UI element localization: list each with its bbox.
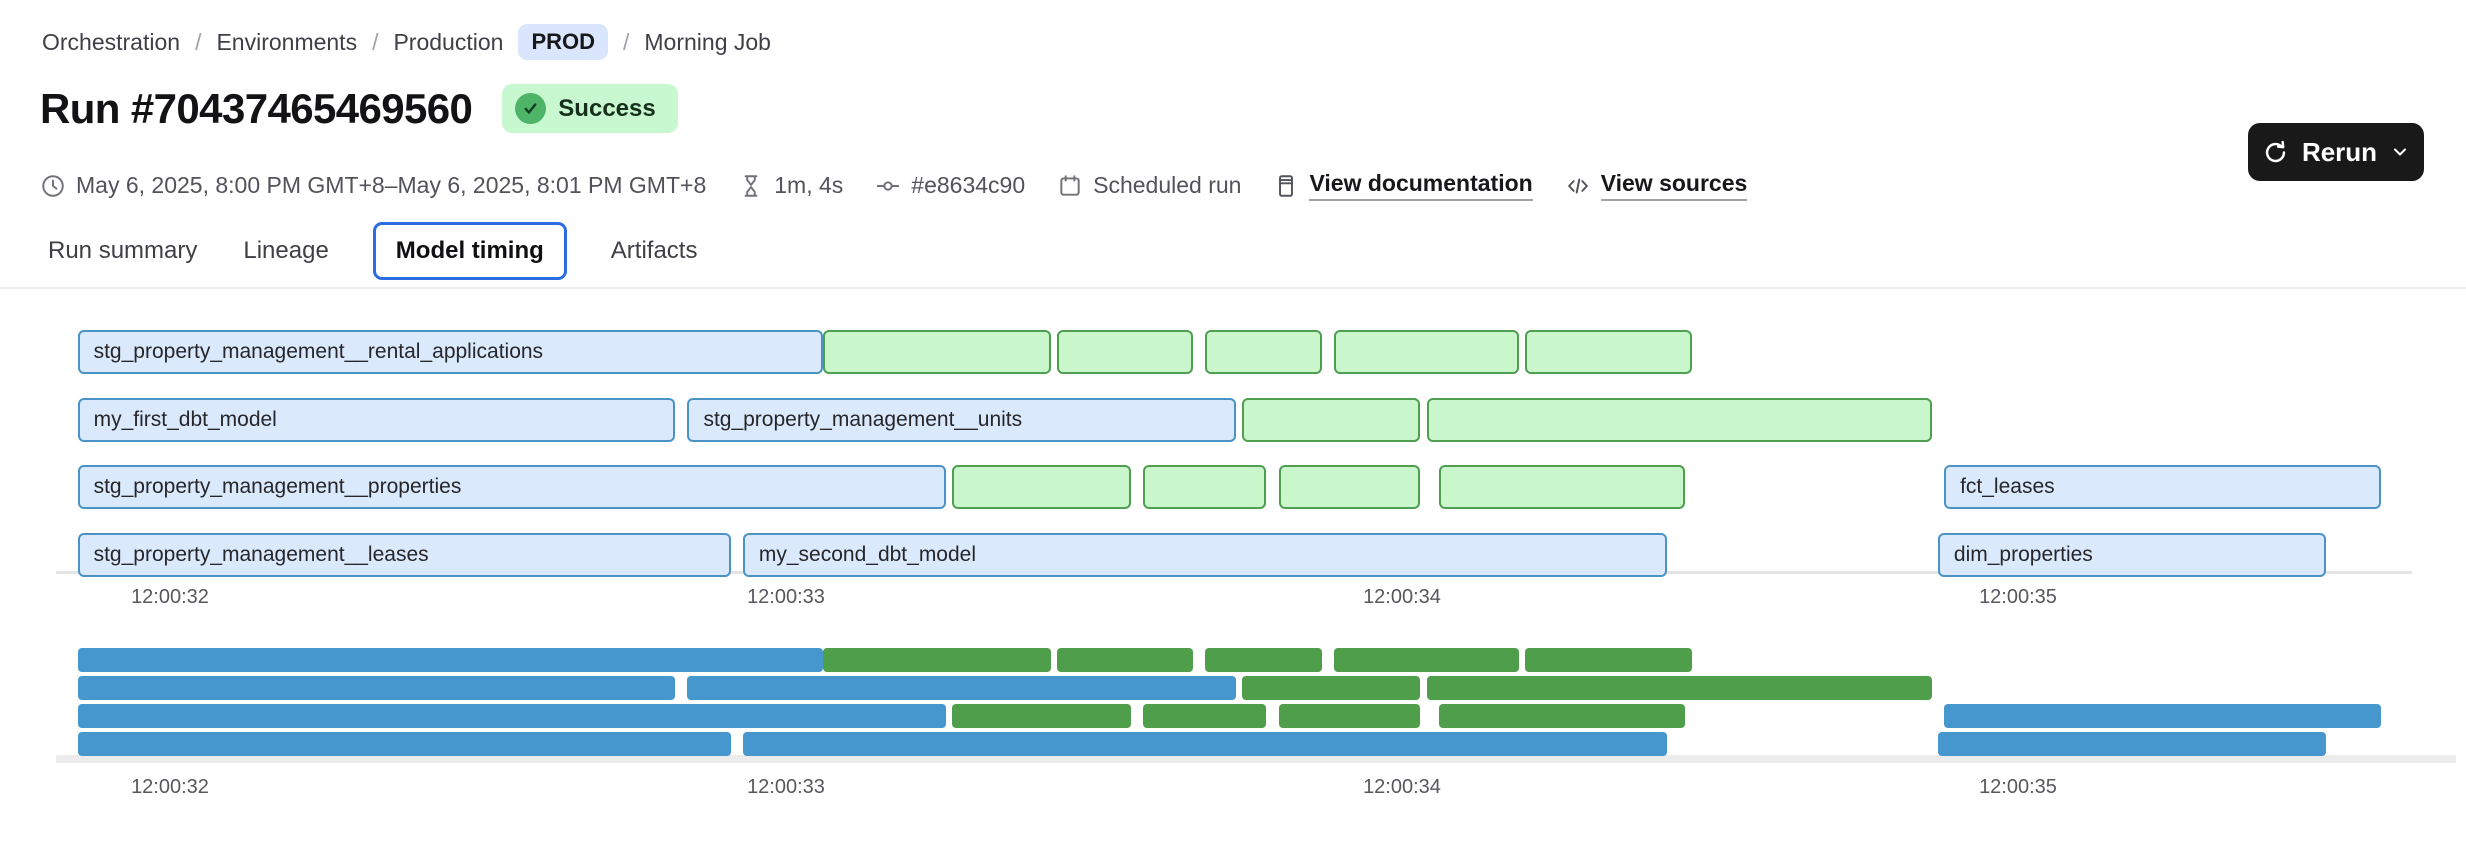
stg_property_management__properties-bar[interactable]: stg_property_management__properties [77, 465, 947, 509]
test-bar[interactable] [1241, 676, 1421, 700]
my_first_dbt_model-bar[interactable]: my_first_dbt_model [77, 398, 676, 442]
test-bar[interactable] [1143, 704, 1267, 728]
tab-lineage[interactable]: Lineage [243, 237, 329, 264]
test-bar[interactable] [1057, 648, 1193, 672]
gantt-time-axis-label: 12:00:35 [1979, 586, 2057, 608]
test-bar[interactable] [952, 465, 1131, 509]
breadcrumb-item-morning-job[interactable]: Morning Job [644, 28, 771, 55]
refresh-icon [2265, 140, 2286, 162]
breadcrumb-item-environments[interactable]: Environments [216, 28, 358, 55]
breadcrumb-separator: / [372, 28, 379, 55]
minimap-time-axis-label: 12:00:32 [131, 776, 209, 798]
gantt-time-axis-label: 12:00:32 [131, 586, 209, 608]
view-documentation-label: View documentation [1309, 170, 1533, 201]
stg_property_management__leases-bar[interactable]: stg_property_management__leases [77, 533, 731, 577]
stg_property_management__units-bar[interactable]: stg_property_management__units [687, 398, 1236, 442]
chevron-down-icon [2394, 148, 2407, 156]
hourglass-icon [744, 174, 758, 197]
breadcrumb: Orchestration / Environments / Productio… [42, 24, 771, 60]
test-bar[interactable] [1278, 465, 1421, 509]
test-bar[interactable] [1426, 676, 1932, 700]
dim_properties-bar[interactable] [1937, 732, 2326, 756]
test-bar[interactable] [1426, 398, 1932, 442]
test-bar[interactable] [1438, 465, 1686, 509]
breadcrumb-separator: / [195, 28, 202, 55]
rerun-button-label: Rerun [2301, 136, 2378, 167]
test-bar[interactable] [1278, 704, 1421, 728]
breadcrumb-item-orchestration[interactable]: Orchestration [42, 28, 181, 55]
minimap-time-axis-label: 12:00:34 [1363, 776, 1441, 798]
title-row: Run #70437465469560 Success [40, 84, 678, 133]
run-duration: 1m, 4s [738, 172, 843, 199]
rerun-button[interactable]: Rerun [2248, 123, 2424, 181]
minimap-scroll-track[interactable] [56, 755, 2456, 763]
tab-artifacts[interactable]: Artifacts [610, 237, 698, 264]
view-documentation-link[interactable]: View documentation [1273, 170, 1533, 201]
view-sources-link[interactable]: View sources [1565, 170, 1748, 201]
test-bar[interactable] [1204, 330, 1322, 374]
commit-icon [877, 180, 900, 191]
breadcrumb-separator: / [623, 28, 630, 55]
run-trigger-text: Scheduled run [1093, 172, 1242, 198]
gantt-time-axis-label: 12:00:34 [1363, 586, 1441, 608]
stg_property_management__properties-bar[interactable] [77, 704, 947, 728]
run-trigger: Scheduled run [1057, 172, 1241, 199]
test-bar[interactable] [1438, 704, 1686, 728]
my_first_dbt_model-bar[interactable] [77, 676, 676, 700]
my_second_dbt_model-bar[interactable]: my_second_dbt_model [742, 533, 1667, 577]
commit-hash-text: #e8634c90 [911, 172, 1026, 198]
fct_leases-bar[interactable] [1944, 704, 2382, 728]
view-sources-label: View sources [1600, 170, 1748, 201]
environment-badge: PROD [518, 24, 608, 60]
tab-run-summary[interactable]: Run summary [48, 237, 198, 264]
commit-hash: #e8634c90 [875, 172, 1025, 199]
test-bar[interactable] [1143, 465, 1267, 509]
clock-icon [42, 174, 64, 197]
test-bar[interactable] [1525, 330, 1692, 374]
test-bar[interactable] [1204, 648, 1322, 672]
success-check-icon [515, 93, 547, 124]
minimap-time-axis-label: 12:00:35 [1979, 776, 2057, 798]
fct_leases-bar[interactable]: fct_leases [1944, 465, 2382, 509]
dim_properties-bar[interactable]: dim_properties [1937, 533, 2326, 577]
run-time-range: May 6, 2025, 8:00 PM GMT+8–May 6, 2025, … [40, 172, 706, 199]
test-bar[interactable] [952, 704, 1131, 728]
run-time-range-text: May 6, 2025, 8:00 PM GMT+8–May 6, 2025, … [76, 172, 707, 198]
status-badge-label: Success [558, 94, 656, 122]
minimap-time-axis-label: 12:00:33 [747, 776, 825, 798]
test-bar[interactable] [822, 648, 1051, 672]
gantt-time-axis-label: 12:00:33 [747, 586, 825, 608]
run-meta-row: May 6, 2025, 8:00 PM GMT+8–May 6, 2025, … [40, 170, 1748, 201]
my_second_dbt_model-bar[interactable] [742, 732, 1667, 756]
stg_property_management__rental_applications-bar[interactable]: stg_property_management__rental_applicat… [77, 330, 823, 374]
stg_property_management__leases-bar[interactable] [77, 732, 731, 756]
tab-model-timing[interactable]: Model timing [372, 222, 567, 280]
run-tabs: Run summary Lineage Model timing Artifac… [46, 222, 699, 280]
page-title: Run #70437465469560 [40, 84, 473, 132]
test-bar[interactable] [1334, 330, 1520, 374]
test-bar[interactable] [822, 330, 1051, 374]
test-bar[interactable] [1241, 398, 1421, 442]
status-badge: Success [502, 84, 678, 133]
stg_property_management__units-bar[interactable] [687, 676, 1236, 700]
test-bar[interactable] [1057, 330, 1193, 374]
test-bar[interactable] [1525, 648, 1692, 672]
code-icon [1567, 178, 1588, 193]
test-bar[interactable] [1334, 648, 1520, 672]
breadcrumb-item-production[interactable]: Production [393, 28, 504, 55]
tabs-divider [0, 287, 2466, 289]
stg_property_management__rental_applications-bar[interactable] [77, 648, 823, 672]
run-duration-text: 1m, 4s [774, 172, 844, 198]
calendar-icon [1060, 174, 1080, 196]
document-icon [1279, 174, 1294, 197]
